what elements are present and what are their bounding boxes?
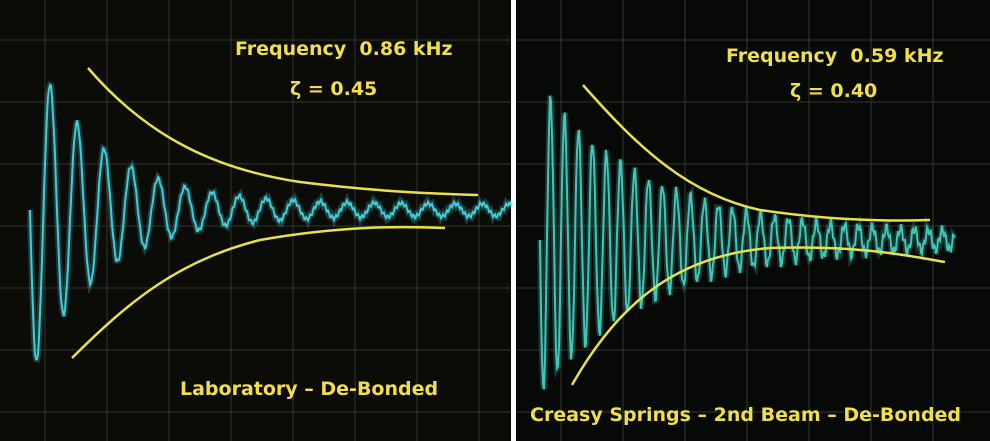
trace bbox=[29, 83, 512, 361]
damping-label: ζ = 0.40 bbox=[790, 80, 877, 102]
trace bbox=[539, 95, 956, 390]
frequency-label: Frequency 0.59 kHz bbox=[726, 45, 944, 67]
damping-label: ζ = 0.45 bbox=[290, 78, 377, 100]
caption: Creasy Springs – 2nd Beam – De-Bonded bbox=[530, 404, 961, 426]
lower-envelope bbox=[570, 246, 946, 386]
frequency-label: Frequency 0.86 kHz bbox=[235, 38, 453, 60]
caption: Laboratory – De-Bonded bbox=[180, 378, 438, 400]
lower-envelope bbox=[71, 225, 446, 359]
upper-envelope bbox=[87, 67, 479, 197]
upper-envelope bbox=[582, 84, 931, 222]
